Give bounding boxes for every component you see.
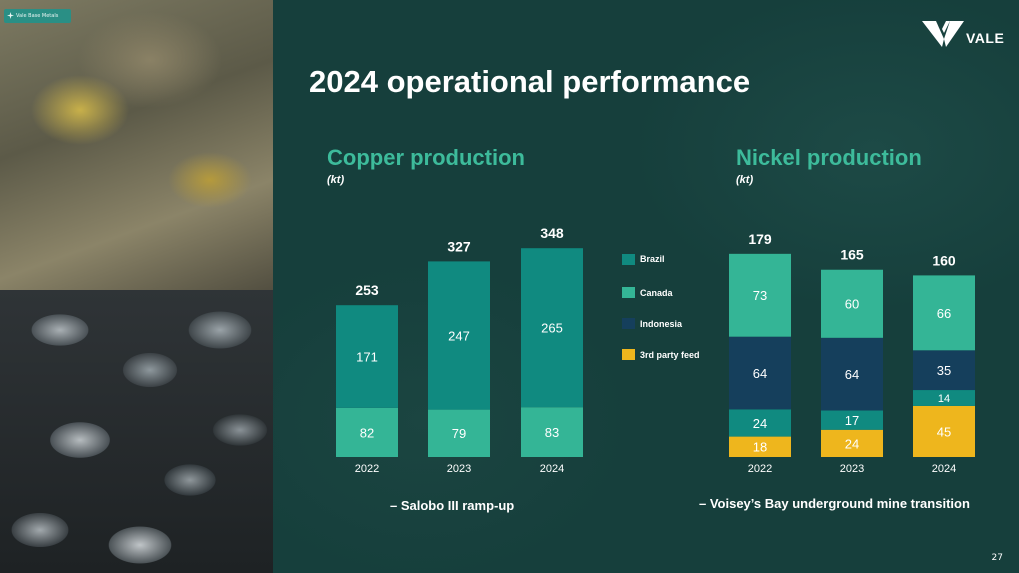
vale-logo: VALE xyxy=(920,17,1010,51)
nickel-category-label-2022: 2022 xyxy=(748,463,772,475)
vale-v-icon xyxy=(922,21,964,47)
nickel-value-label-brazil-2023: 17 xyxy=(845,413,859,428)
legend-swatch-3rd-party-feed xyxy=(622,349,635,360)
copper-category-label-2022: 2022 xyxy=(355,463,379,475)
badge-label: Vale Base Metals xyxy=(16,13,59,19)
nickel-bar-3rd-party-feed-2024 xyxy=(913,405,975,457)
nickel-chart-title: Nickel production xyxy=(736,145,922,170)
copper-note: – Salobo III ramp-up xyxy=(390,498,515,513)
legend-label-canada: Canada xyxy=(640,288,673,298)
nickel-bar-brazil-2022 xyxy=(729,409,791,437)
nickel-bar-3rd-party-feed-2022 xyxy=(729,436,791,457)
copper-category-label-2024: 2024 xyxy=(540,463,564,475)
legend-label-brazil: Brazil xyxy=(640,254,665,264)
nickel-category-label-2024: 2024 xyxy=(932,463,956,475)
nickel-bar-brazil-2023 xyxy=(821,410,883,430)
nickel-value-label-brazil-2022: 24 xyxy=(753,416,767,431)
copper-total-label-2022: 253 xyxy=(355,282,379,298)
nickel-total-label-2023: 165 xyxy=(840,247,864,263)
nickel-value-label-3rd-party-feed-2023: 24 xyxy=(845,436,859,451)
copper-bar-brazil-2024 xyxy=(521,248,583,408)
nickel-value-label-canada-2023: 60 xyxy=(845,297,859,312)
nickel-bar-canada-2022 xyxy=(729,253,791,337)
nickel-value-label-3rd-party-feed-2022: 18 xyxy=(753,440,767,455)
nickel-bar-canada-2023 xyxy=(821,269,883,338)
page-number: 27 xyxy=(991,553,1003,563)
nickel-value-label-indonesia-2024: 35 xyxy=(937,363,951,378)
nickel-bar-indonesia-2024 xyxy=(913,350,975,391)
copper-category-label-2023: 2023 xyxy=(447,463,471,475)
nickel-note: – Voisey’s Bay underground mine transiti… xyxy=(699,496,970,511)
nickel-bar-brazil-2024 xyxy=(913,390,975,406)
hero-photo: Vale Base Metals xyxy=(0,0,273,573)
page-title: 2024 operational performance xyxy=(309,64,751,99)
legend-swatch-brazil xyxy=(622,254,635,265)
nickel-bar-indonesia-2022 xyxy=(729,336,791,410)
content-panel xyxy=(273,0,1019,573)
copper-value-label-canada-2024: 83 xyxy=(545,425,559,440)
copper-bar-canada-2023 xyxy=(428,409,490,457)
copper-bar-brazil-2022 xyxy=(336,305,398,408)
copper-total-label-2024: 348 xyxy=(540,225,564,241)
vale-base-metals-badge: Vale Base Metals xyxy=(4,9,71,23)
cross-icon xyxy=(7,12,14,19)
copper-bar-brazil-2023 xyxy=(428,261,490,410)
copper-value-label-brazil-2022: 171 xyxy=(356,349,378,364)
nickel-value-label-canada-2024: 66 xyxy=(937,306,951,321)
copper-value-label-canada-2022: 82 xyxy=(360,425,374,440)
copper-bar-canada-2024 xyxy=(521,407,583,457)
nickel-total-label-2024: 160 xyxy=(932,252,956,268)
nickel-total-label-2022: 179 xyxy=(748,231,772,247)
copper-bar-canada-2022 xyxy=(336,407,398,457)
nickel-value-label-indonesia-2022: 64 xyxy=(753,366,767,381)
nickel-value-label-indonesia-2023: 64 xyxy=(845,367,859,382)
nickel-bar-canada-2024 xyxy=(913,275,975,351)
legend-label-3rd-party-feed: 3rd party feed xyxy=(640,350,700,360)
copper-value-label-canada-2023: 79 xyxy=(452,426,466,441)
legend-label-indonesia: Indonesia xyxy=(640,319,683,329)
nickel-value-label-brazil-2024: 14 xyxy=(938,393,950,405)
vale-logo-text: VALE xyxy=(966,30,1005,46)
ore-rock-image xyxy=(0,0,273,300)
nickel-pellets-image xyxy=(0,290,273,573)
copper-value-label-brazil-2023: 247 xyxy=(448,328,470,343)
copper-value-label-brazil-2024: 265 xyxy=(541,321,563,336)
nickel-value-label-3rd-party-feed-2024: 45 xyxy=(937,424,951,439)
nickel-value-label-canada-2022: 73 xyxy=(753,288,767,303)
copper-unit: (kt) xyxy=(327,174,345,186)
copper-total-label-2023: 327 xyxy=(447,238,471,254)
nickel-unit: (kt) xyxy=(736,174,754,186)
legend-swatch-canada xyxy=(622,287,635,298)
nickel-bar-3rd-party-feed-2023 xyxy=(821,429,883,457)
nickel-bar-indonesia-2023 xyxy=(821,337,883,411)
nickel-category-label-2023: 2023 xyxy=(840,463,864,475)
copper-chart-title: Copper production xyxy=(327,145,525,170)
legend-swatch-indonesia xyxy=(622,318,635,329)
